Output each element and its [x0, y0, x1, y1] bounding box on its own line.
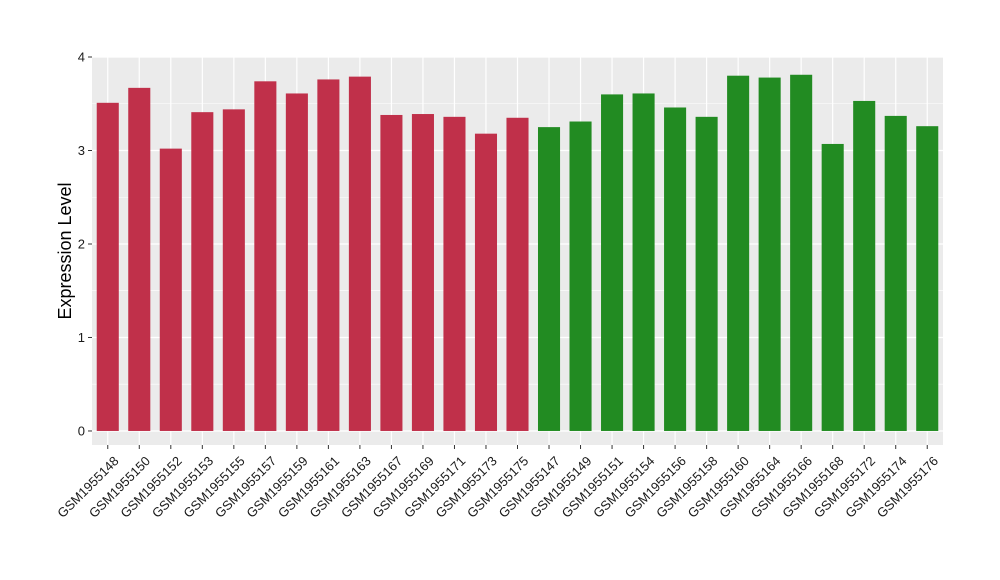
bars [96, 74, 939, 431]
y-tick-label: 3 [78, 143, 85, 158]
bar-GSM1955152 [159, 148, 182, 431]
bar-GSM1955166 [790, 74, 813, 431]
bar-GSM1955172 [853, 100, 876, 431]
bar-GSM1955175 [506, 117, 529, 431]
bar-GSM1955153 [191, 112, 214, 431]
x-axis: GSM1955148GSM1955150GSM1955152GSM1955153… [54, 445, 941, 521]
bar-GSM1955157 [254, 81, 277, 431]
bar-GSM1955148 [96, 102, 119, 431]
bar-GSM1955174 [884, 115, 907, 431]
bar-GSM1955171 [443, 116, 466, 431]
bar-GSM1955154 [632, 93, 655, 431]
bar-GSM1955155 [222, 109, 245, 431]
bar-GSM1955160 [727, 75, 750, 431]
bar-GSM1955164 [758, 77, 781, 431]
bar-GSM1955173 [474, 133, 498, 431]
bar-GSM1955159 [285, 93, 308, 431]
y-tick-label: 0 [78, 423, 85, 438]
bar-GSM1955176 [916, 126, 939, 431]
bar-GSM1955167 [380, 114, 403, 431]
y-tick-label: 4 [78, 50, 85, 65]
bar-GSM1955163 [348, 76, 371, 431]
bar-GSM1955161 [317, 79, 340, 431]
bar-GSM1955147 [537, 127, 561, 431]
bar-GSM1955158 [695, 116, 718, 431]
y-axis: 0 1 2 3 4 [78, 50, 92, 438]
y-tick-label: 1 [78, 330, 85, 345]
bar-GSM1955150 [128, 87, 151, 431]
bar-GSM1955151 [601, 94, 624, 431]
bar-GSM1955168 [821, 143, 844, 431]
bar-GSM1955156 [664, 107, 687, 431]
bar-GSM1955169 [411, 114, 434, 431]
bar-GSM1955149 [569, 121, 592, 431]
y-tick-label: 2 [78, 236, 85, 251]
y-axis-title: Expression Level [55, 182, 75, 319]
